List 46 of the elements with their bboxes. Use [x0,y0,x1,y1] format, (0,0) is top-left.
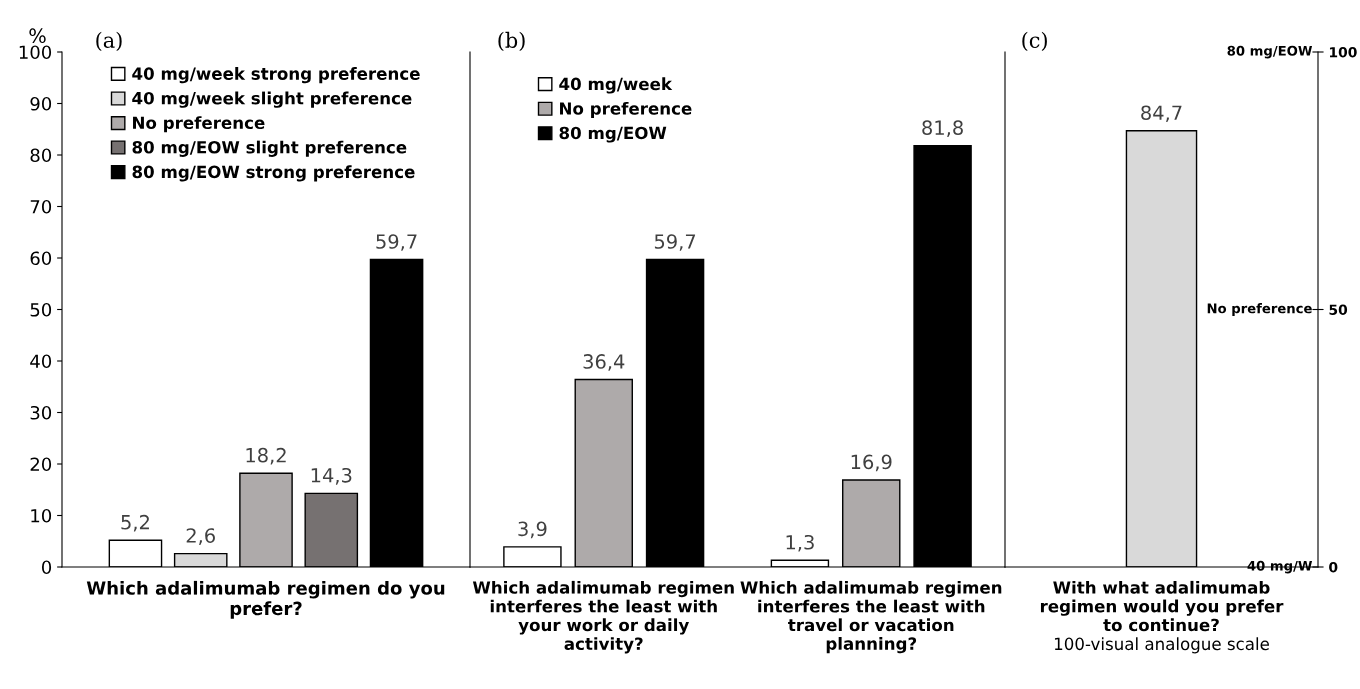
legend-label: 80 mg/EOW slight preference [132,140,407,157]
y-tick-label: 90 [30,96,52,111]
data-label: 3,9 [518,521,547,539]
text: 40 mg/W [1247,560,1313,574]
y-tick-label: 100 [19,45,52,60]
chart-title: (c) [1022,31,1047,51]
y-tick-label: 50 [30,302,52,317]
chart-title: (b) [498,31,525,51]
y-tick-label: 0 [41,560,52,575]
x-axis-title: 100-visual analogue scale [1054,637,1269,654]
x-tick-label: Which adalimumab regimen do you prefer? [86,580,445,619]
chart-title: (a) [96,31,122,51]
data-label: 14,3 [311,467,352,485]
legend-label: 40 mg/week [559,77,673,94]
text: 80 mg/EOW [1227,45,1313,59]
y-tick-label: 70 [30,199,52,214]
legend-label: 80 mg/EOW strong preference [132,165,415,182]
y-tick-label: 50 [1329,304,1348,315]
y-tick-label: 80 [30,148,52,163]
data-label: 84,7 [1141,105,1182,123]
x-tick-label: Which adalimumab regimen interferes the least with travel or vacation planning? [740,580,1002,654]
legend-label: 40 mg/week slight preference [132,91,412,108]
x-tick-label: Which adalimumab regimen interferes the least with your work or daily activity? [472,580,734,654]
text: No preference [1207,303,1312,316]
data-label: 2,6 [186,528,215,545]
data-label: 1,3 [786,534,814,552]
y-tick-label: 0 [1329,561,1338,573]
data-label: 36,4 [583,354,625,371]
legend-label: 80 mg/EOW [559,126,667,143]
data-label: 5,2 [121,514,149,532]
y-axis-title: % [29,28,46,44]
data-label: 59,7 [654,234,696,251]
y-tick-label: 30 [30,405,52,420]
data-label: 59,7 [376,234,417,251]
y-tick-label: 100 [1329,46,1357,58]
legend-label: No preference [560,101,692,119]
y-tick-label: 20 [30,457,52,472]
y-tick-label: 10 [31,508,52,523]
y-tick-label: 40 [30,354,52,369]
legend-label: 40 mg/week strong preference [132,67,420,84]
data-label: 81,8 [922,120,963,137]
y-tick-label: 60 [30,251,52,266]
data-label: 18,2 [246,447,286,465]
legend-label: No preference [133,116,265,133]
data-label: 16,9 [851,454,892,472]
x-tick-label: With what adalimumab regimen would you prefer to continue? [1040,580,1284,632]
